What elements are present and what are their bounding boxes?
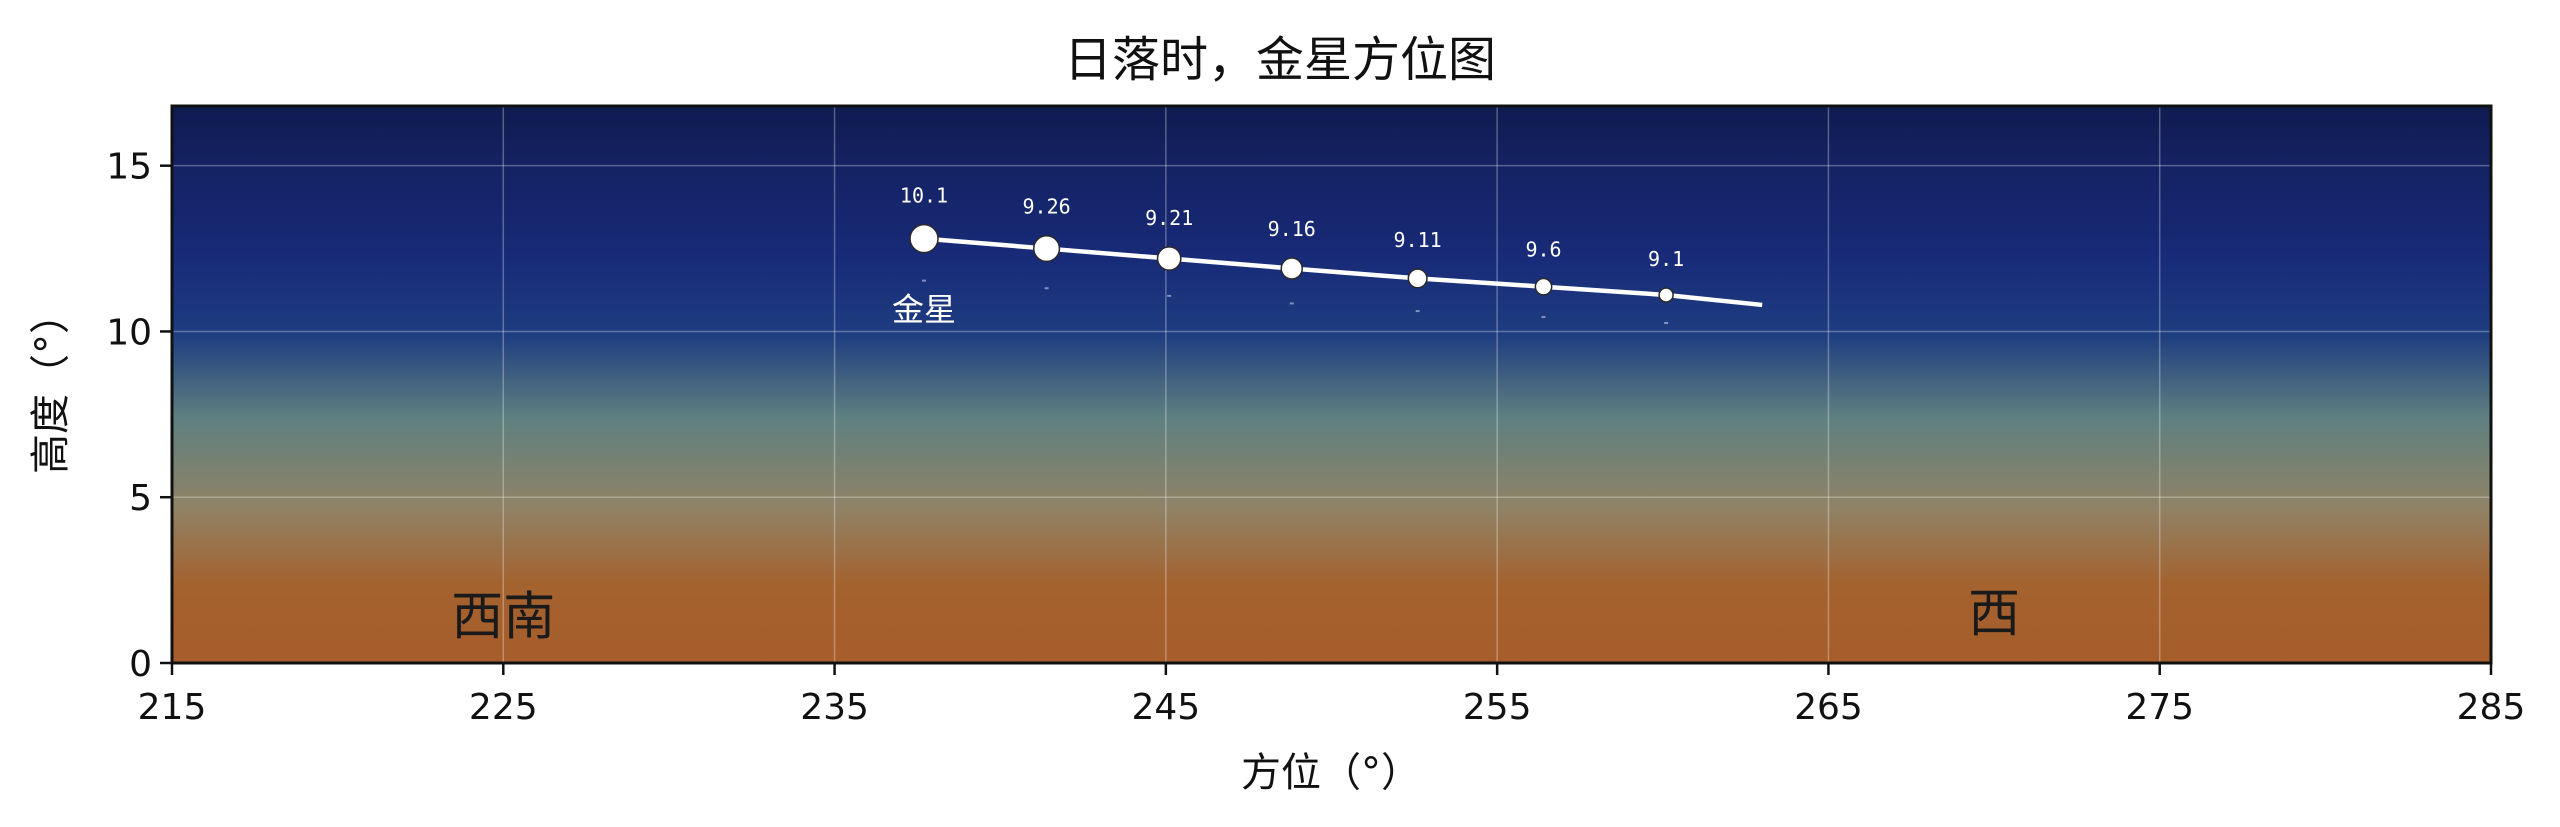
sky-background [172, 106, 2491, 663]
x-axis-title: 方位（°） [1241, 750, 1421, 796]
series-line [923, 236, 1763, 308]
x-tick-label: 235 [800, 687, 869, 728]
date-label: 9.1 [1648, 247, 1684, 271]
direction-labels: 西南 西 [451, 584, 2020, 647]
date-label: 9.21 [1145, 206, 1193, 230]
y-tick-label: 15 [106, 147, 152, 188]
x-tick-label: 215 [138, 687, 207, 728]
venus-point [1407, 268, 1428, 289]
chart-title: 日落时，金星方位图 [1064, 32, 1496, 88]
direction-label: 西 [1968, 584, 2020, 644]
y-tick-label: 5 [129, 478, 152, 519]
venus-point [909, 223, 939, 254]
x-tick-label: 245 [1131, 687, 1200, 728]
date-label: 9.16 [1268, 217, 1316, 241]
plot-frame [170, 104, 2493, 665]
y-axis-title: 高度（°） [28, 294, 74, 474]
date-label: 10.1 [900, 184, 948, 208]
x-tick-label: 225 [469, 687, 538, 728]
grid-lines [172, 106, 2491, 663]
direction-label: 西南 [451, 588, 555, 648]
venus-point [1534, 277, 1553, 296]
venus-point [1280, 257, 1303, 280]
date-label: 9.11 [1394, 228, 1442, 252]
venus-track: 10.1 9.26 9.21 9.16 9.11 9.6 9.1 金星 [892, 184, 1763, 329]
y-tick-label: 10 [106, 312, 152, 353]
venus-point [1156, 246, 1182, 271]
x-tick-label: 285 [2457, 687, 2526, 728]
date-label: 9.26 [1023, 195, 1071, 219]
x-tick-label: 255 [1463, 687, 1532, 728]
venus-point [1033, 234, 1061, 263]
x-axis-ticks: 215 225 235 245 255 265 275 285 [138, 663, 2526, 728]
y-axis-ticks: 0 5 10 15 [106, 147, 172, 685]
date-label: 9.6 [1525, 238, 1561, 262]
y-tick-label: 0 [129, 644, 152, 685]
x-tick-label: 265 [1794, 687, 1863, 728]
venus-point [1658, 287, 1674, 303]
x-tick-label: 275 [2125, 687, 2194, 728]
planet-label: 金星 [892, 291, 956, 329]
